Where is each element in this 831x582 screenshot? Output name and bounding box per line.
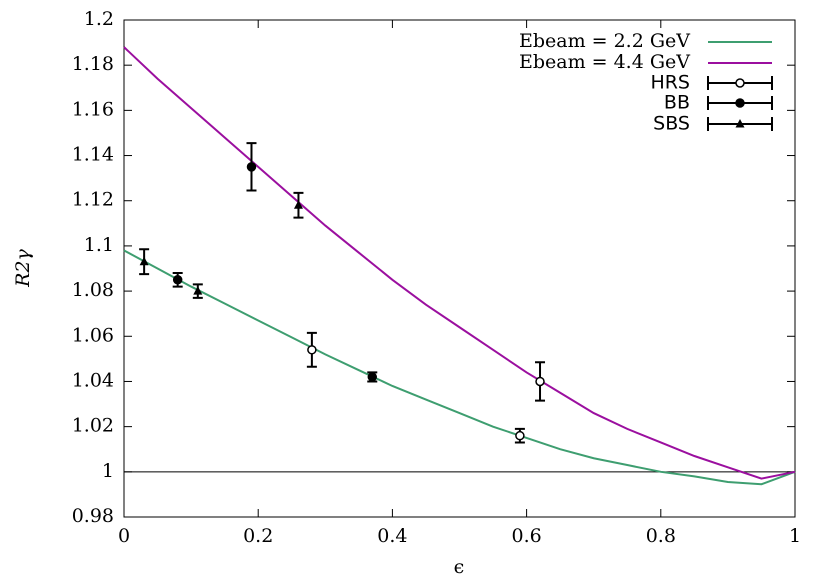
y-tick-label: 1.04: [72, 369, 114, 391]
legend-label: Ebeam = 2.2 GeV: [519, 30, 690, 52]
plot-frame: [123, 19, 796, 518]
y-tick-label: 1.2: [84, 8, 114, 30]
legend-marker: [735, 98, 745, 108]
y-tick-label: 1.16: [72, 98, 114, 120]
y-tick-label: 1.18: [72, 53, 114, 75]
x-tick-label: 0.8: [646, 525, 676, 547]
x-tick-label: 1: [789, 525, 801, 547]
legend-marker: [735, 119, 745, 128]
y-tick-label: 1: [102, 460, 114, 482]
legend-label: HRS: [650, 72, 690, 94]
data-point: [139, 256, 149, 266]
y-tick-label: 1.02: [72, 415, 114, 437]
legend-label: BB: [664, 92, 690, 114]
curve: [123, 249, 796, 486]
legend-label: SBS: [653, 113, 690, 135]
x-tick-label: 0.2: [243, 525, 273, 547]
y-tick-label: 0.98: [72, 505, 114, 527]
data-point: [246, 162, 257, 172]
y-tick-label: 1.06: [72, 324, 114, 346]
data-point: [193, 286, 203, 295]
curve: [123, 46, 796, 480]
legend-marker: [735, 78, 745, 88]
data-point: [367, 372, 378, 382]
y-tick-label: 1.08: [72, 279, 114, 301]
y-tick-label: 1.14: [72, 144, 114, 166]
data-point: [535, 376, 545, 387]
y-tick-label: 1.1: [84, 234, 114, 256]
data-point: [515, 430, 525, 441]
x-tick-label: 0: [118, 525, 130, 547]
legend-label: Ebeam = 4.4 GeV: [519, 51, 690, 73]
data-point: [172, 275, 183, 285]
data-point: [293, 200, 303, 209]
x-tick-label: 0.4: [377, 525, 407, 547]
data-point: [307, 345, 317, 355]
x-axis-label: ϵ: [454, 556, 465, 578]
y-axis-label: R2γ: [12, 248, 34, 287]
x-tick-label: 0.6: [511, 525, 541, 547]
y-tick-label: 1.12: [72, 189, 114, 211]
